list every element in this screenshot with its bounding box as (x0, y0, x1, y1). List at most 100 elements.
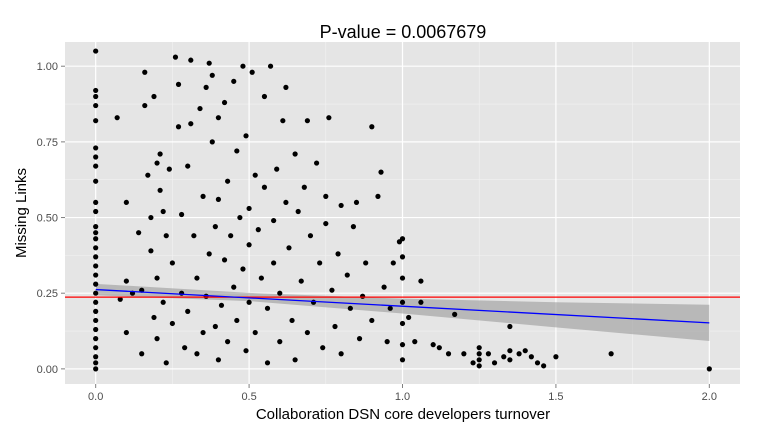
data-point (93, 272, 99, 278)
data-point (93, 230, 99, 236)
data-point (528, 354, 534, 360)
data-point (237, 214, 243, 221)
data-point (93, 254, 99, 260)
data-point (283, 84, 289, 90)
data-point (286, 245, 292, 251)
data-point (304, 118, 310, 124)
data-point (399, 320, 406, 327)
data-point (200, 193, 206, 199)
data-point (706, 366, 712, 372)
data-point (243, 348, 249, 354)
data-point (507, 348, 513, 354)
data-point (172, 54, 179, 60)
data-point (399, 275, 406, 281)
data-point (338, 351, 344, 357)
data-point (203, 84, 209, 90)
data-point (381, 284, 387, 290)
x-tick-label: 0.0 (88, 391, 103, 403)
data-point (522, 348, 528, 354)
data-point (175, 81, 182, 87)
data-point (221, 99, 228, 106)
data-point (258, 275, 264, 281)
data-point (240, 266, 246, 272)
data-point (178, 211, 185, 218)
data-point (148, 214, 154, 221)
data-point (215, 115, 222, 121)
x-tick-label: 2.0 (702, 391, 717, 403)
data-point (445, 351, 452, 357)
data-point (261, 184, 268, 190)
data-point (295, 208, 301, 215)
data-point (335, 251, 341, 257)
data-point (264, 360, 271, 366)
data-point (271, 217, 277, 224)
data-point (252, 329, 258, 336)
data-point (200, 329, 206, 336)
data-point (399, 236, 406, 242)
y-tick-label: 0.25 (37, 288, 58, 300)
data-point (246, 242, 252, 248)
data-point (188, 57, 194, 63)
data-point (154, 336, 160, 342)
data-point (329, 287, 335, 293)
y-tick-label: 0.50 (37, 213, 58, 225)
data-point (418, 299, 424, 305)
data-point (264, 305, 271, 311)
data-point (274, 166, 280, 172)
data-point (476, 357, 482, 363)
data-point (485, 351, 492, 357)
data-point (93, 245, 99, 251)
data-point (188, 121, 194, 127)
data-point (323, 193, 329, 199)
data-point (209, 72, 215, 78)
data-point (350, 224, 357, 230)
x-axis-ticks: 0.0 0.5 1.0 1.5 2.0 (88, 384, 717, 403)
data-point (93, 102, 99, 109)
x-tick-label: 0.5 (241, 391, 256, 403)
data-point (476, 345, 482, 351)
data-point (93, 354, 99, 360)
x-tick-label: 1.5 (548, 391, 563, 403)
data-point (209, 139, 215, 145)
data-point (93, 178, 99, 184)
data-point (93, 345, 99, 351)
data-point (461, 351, 467, 357)
data-point (197, 105, 203, 112)
chart-title: P-value = 0.0067679 (320, 22, 487, 42)
data-point (139, 351, 145, 357)
data-point (169, 260, 175, 266)
data-point (93, 145, 99, 151)
data-point (215, 357, 222, 363)
data-point (93, 336, 99, 342)
data-point (261, 93, 268, 100)
data-point (151, 314, 157, 321)
y-tick-label: 0.00 (37, 364, 58, 376)
data-point (194, 351, 200, 357)
data-point (283, 199, 289, 206)
data-point (399, 299, 406, 305)
data-point (243, 133, 249, 139)
data-point (553, 354, 559, 360)
y-tick-label: 1.00 (37, 61, 58, 73)
data-point (541, 363, 547, 369)
data-point (399, 357, 406, 363)
data-point (151, 93, 157, 100)
data-point (178, 290, 185, 296)
data-point (363, 260, 369, 266)
data-point (228, 233, 234, 239)
data-point (353, 199, 360, 206)
data-point (332, 323, 338, 330)
data-point (117, 296, 123, 302)
data-point (206, 251, 212, 257)
data-point (93, 299, 99, 305)
data-point (93, 163, 99, 169)
data-point (406, 314, 412, 321)
data-point (412, 339, 418, 345)
data-point (277, 339, 283, 345)
data-point (323, 220, 329, 227)
data-point (491, 360, 498, 366)
data-point (501, 354, 507, 360)
data-point (369, 124, 375, 130)
data-point (369, 317, 375, 324)
data-point (277, 290, 283, 296)
